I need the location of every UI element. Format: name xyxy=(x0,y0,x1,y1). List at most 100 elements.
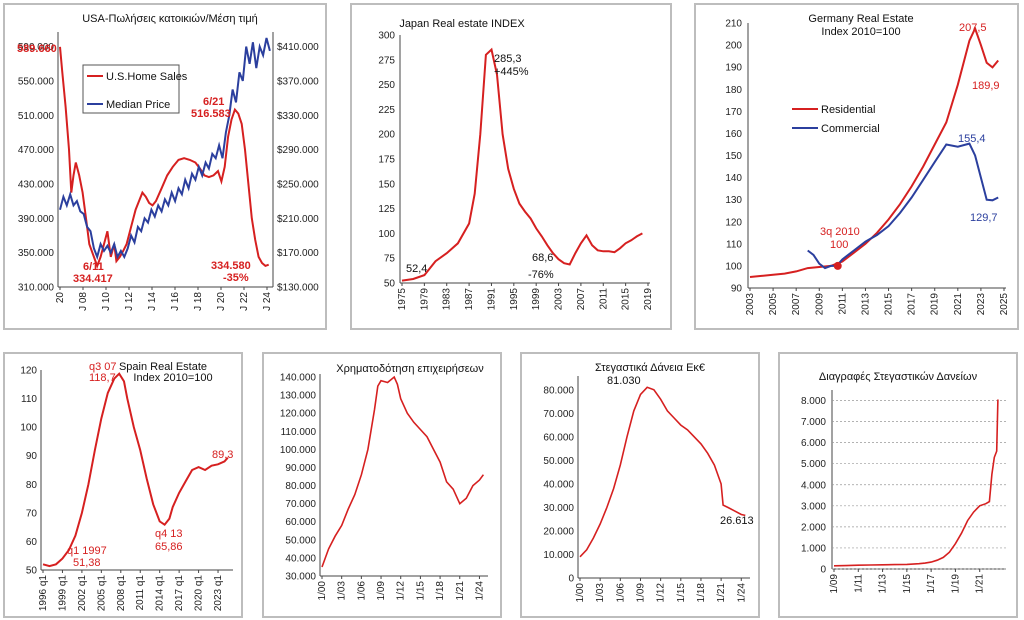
y-tick-label: 0 xyxy=(820,565,826,576)
x-tick-label: 2017 xyxy=(907,293,918,316)
y-tick-label: $290.000 xyxy=(277,145,319,156)
chart-spain: Spain Real Estate Index 2010=100 120 110 1… xyxy=(20,361,233,612)
x-tick-label: 1/21 xyxy=(975,574,986,594)
y-tick-label: 300 xyxy=(378,31,395,42)
y-tick-label: 70.000 xyxy=(285,499,316,510)
x-tick-label: J 08 xyxy=(78,292,89,311)
annotation-commercial-peak: 155,4 xyxy=(958,133,986,145)
x-tick-label: 1/15 xyxy=(902,574,913,594)
x-tick-label: 1/09 xyxy=(376,581,387,601)
x-tick-label: 1975 xyxy=(397,288,408,311)
chart-business-loans: Χρηματοδότηση επιχειρήσεων 140.000 130.00… xyxy=(280,363,488,601)
y-tick-label: 100 xyxy=(725,261,742,272)
y-tick-label: 310.000 xyxy=(18,283,55,294)
chart-panel-mortgage-writeoffs: Διαγραφές Στεγαστικών Δανείων 8.000 7.000… xyxy=(778,352,1018,618)
legend-label-residential: Residential xyxy=(821,104,875,116)
x-tick-label: 1/13 xyxy=(878,574,889,594)
x-tick-label: 2019 xyxy=(930,293,941,316)
y-tick-label: 430.000 xyxy=(18,179,55,190)
annotation-peak2-value: 516.583 xyxy=(191,108,231,120)
x-tick-label: 2009 xyxy=(814,293,825,316)
y-tick-label: 390.000 xyxy=(18,214,55,225)
x-tick-label: 1/24 xyxy=(736,583,747,603)
y-tick-label: 60.000 xyxy=(543,432,574,443)
x-tick-label: 1/12 xyxy=(396,581,407,601)
annotation-latest-change: -35% xyxy=(223,272,249,284)
y-tick-label: 7.000 xyxy=(801,417,826,428)
annotation-trough-value: 68,6 xyxy=(532,252,553,264)
y-tick-label: $170.000 xyxy=(277,248,319,259)
annotation-trough-change: -76% xyxy=(528,269,554,281)
x-tick-label: 2008 q1 xyxy=(116,575,127,612)
y-tick-label: 90 xyxy=(731,284,743,295)
x-tick-label: 1/06 xyxy=(615,583,626,603)
y-tick-label: 50.000 xyxy=(543,456,574,467)
annotation-trough-value: 65,86 xyxy=(155,541,183,553)
x-tick-label: 2011 xyxy=(598,288,609,310)
x-tick-label: 1995 xyxy=(509,288,520,311)
x-tick-label: 1996 q1 xyxy=(38,575,49,612)
x-tick-label: 1/09 xyxy=(635,583,646,603)
y-tick-label: 2.000 xyxy=(801,522,826,533)
annotation-peak-value: 285,3 xyxy=(494,53,522,65)
y-tick-label: 200 xyxy=(378,130,395,141)
y-tick-label: $130.000 xyxy=(277,283,319,294)
y-tick-label: 100 xyxy=(378,229,395,240)
y-tick-label: 50.000 xyxy=(285,535,316,546)
annotation-latest-value: 334.580 xyxy=(211,260,251,272)
chart-panel-germany: Germany Real Estate Index 2010=100 210 20… xyxy=(694,3,1019,330)
annotation-commercial-latest: 129,7 xyxy=(970,212,998,224)
x-tick-label: 1/15 xyxy=(676,583,687,603)
chart-title: Στεγαστικά Δάνεια Εκ€ xyxy=(595,362,705,374)
y-tick-label: 80.000 xyxy=(285,481,316,492)
x-tick-label: 2003 xyxy=(745,293,756,316)
annotation-peak-date: q3 07 xyxy=(89,361,117,373)
y-tick-label: 40.000 xyxy=(285,553,316,564)
series-line-business-loans xyxy=(321,375,485,568)
annotation-peak-value: 81.030 xyxy=(607,375,641,387)
x-tick-label: 1/21 xyxy=(455,581,466,601)
y-tick-label: 120 xyxy=(20,366,37,377)
x-tick-label: 1999 xyxy=(531,288,542,311)
x-tick-label: 2014 q1 xyxy=(155,575,166,612)
y-tick-label: 350.000 xyxy=(18,248,55,259)
annotation-start-date: q1 1997 xyxy=(67,545,107,557)
x-tick-label: 2011 q1 xyxy=(135,575,146,611)
legend-label-commercial: Commercial xyxy=(821,123,880,135)
y-tick-label: 140 xyxy=(725,173,742,184)
x-tick-label: 1991 xyxy=(486,288,497,311)
x-tick-label: 1979 xyxy=(419,288,430,311)
series-line-writeoffs xyxy=(833,399,999,567)
x-tick-label: 1/19 xyxy=(950,574,961,594)
x-tick-label: 1/03 xyxy=(337,581,348,601)
annotation-trough-date: 6/11 xyxy=(83,261,104,273)
x-tick-label: 2023 q1 xyxy=(213,575,224,612)
y-tick-label: 5.000 xyxy=(801,459,826,470)
annotation-peak-value: 118,7 xyxy=(89,372,116,384)
y-tick-label: 225 xyxy=(378,105,395,116)
y-tick-label: 170 xyxy=(725,107,742,118)
x-tick-label: 2025 xyxy=(999,293,1010,316)
x-tick-label: J 14 xyxy=(147,292,158,311)
x-tick-label: 1/11 xyxy=(853,574,864,593)
x-tick-label: 2015 xyxy=(884,293,895,316)
chart-mortgage-writeoffs: Διαγραφές Στεγαστικών Δανείων 8.000 7.000… xyxy=(801,371,1006,594)
y-tick-label: $250.000 xyxy=(277,179,319,190)
y-tick-label: 80 xyxy=(26,480,38,491)
x-tick-label: J 10 xyxy=(101,292,112,311)
x-tick-label: 1/17 xyxy=(926,574,937,594)
x-tick-label: J 18 xyxy=(193,292,204,311)
series-line-residential xyxy=(749,25,999,278)
y-tick-label: 470.000 xyxy=(18,145,55,156)
y-tick-label: 120 xyxy=(725,217,742,228)
annotation-trough-value: 334.417 xyxy=(73,273,113,285)
x-tick-label: J 24 xyxy=(262,292,273,311)
y-tick-label: 175 xyxy=(378,155,395,166)
annotation-trough-date: q4 13 xyxy=(155,528,183,540)
series-line-mortgage-loans xyxy=(579,386,746,558)
annotation-base-period: 3q 2010 xyxy=(820,226,860,238)
y-tick-label: 210 xyxy=(725,19,742,30)
series-line-median-price xyxy=(59,37,271,261)
annotation-start-value: 51,38 xyxy=(73,557,101,569)
y-tick-label: 160 xyxy=(725,129,742,140)
